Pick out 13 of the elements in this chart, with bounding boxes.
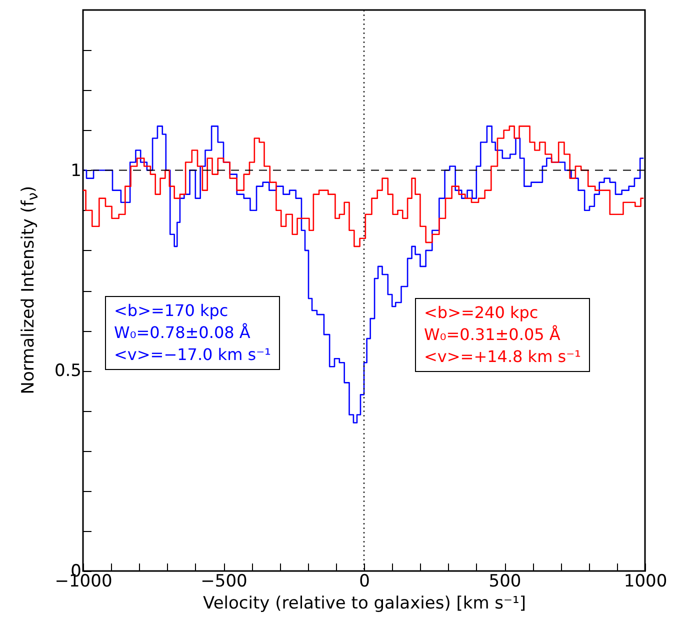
y-tick-label: 0.5	[54, 361, 82, 382]
y-tick-label: 1	[70, 160, 82, 181]
x-tick-label: 0	[359, 572, 370, 592]
annotation: <v>=+14.8 km s⁻¹	[424, 347, 581, 366]
x-tick-label: 1000	[624, 572, 668, 592]
annotation: W₀=0.31±0.05 Å	[424, 325, 560, 344]
annotation: <v>=−17.0 km s⁻¹	[114, 345, 271, 364]
annotation: <b>=240 kpc	[424, 303, 538, 322]
x-tick-label: 500	[488, 572, 522, 592]
x-axis-title: Velocity (relative to galaxies) [km s⁻¹]	[203, 594, 526, 614]
x-tick-label: −500	[200, 572, 248, 592]
annotation: W₀=0.78±0.08 Å	[114, 323, 250, 342]
annotation: <b>=170 kpc	[114, 301, 228, 320]
